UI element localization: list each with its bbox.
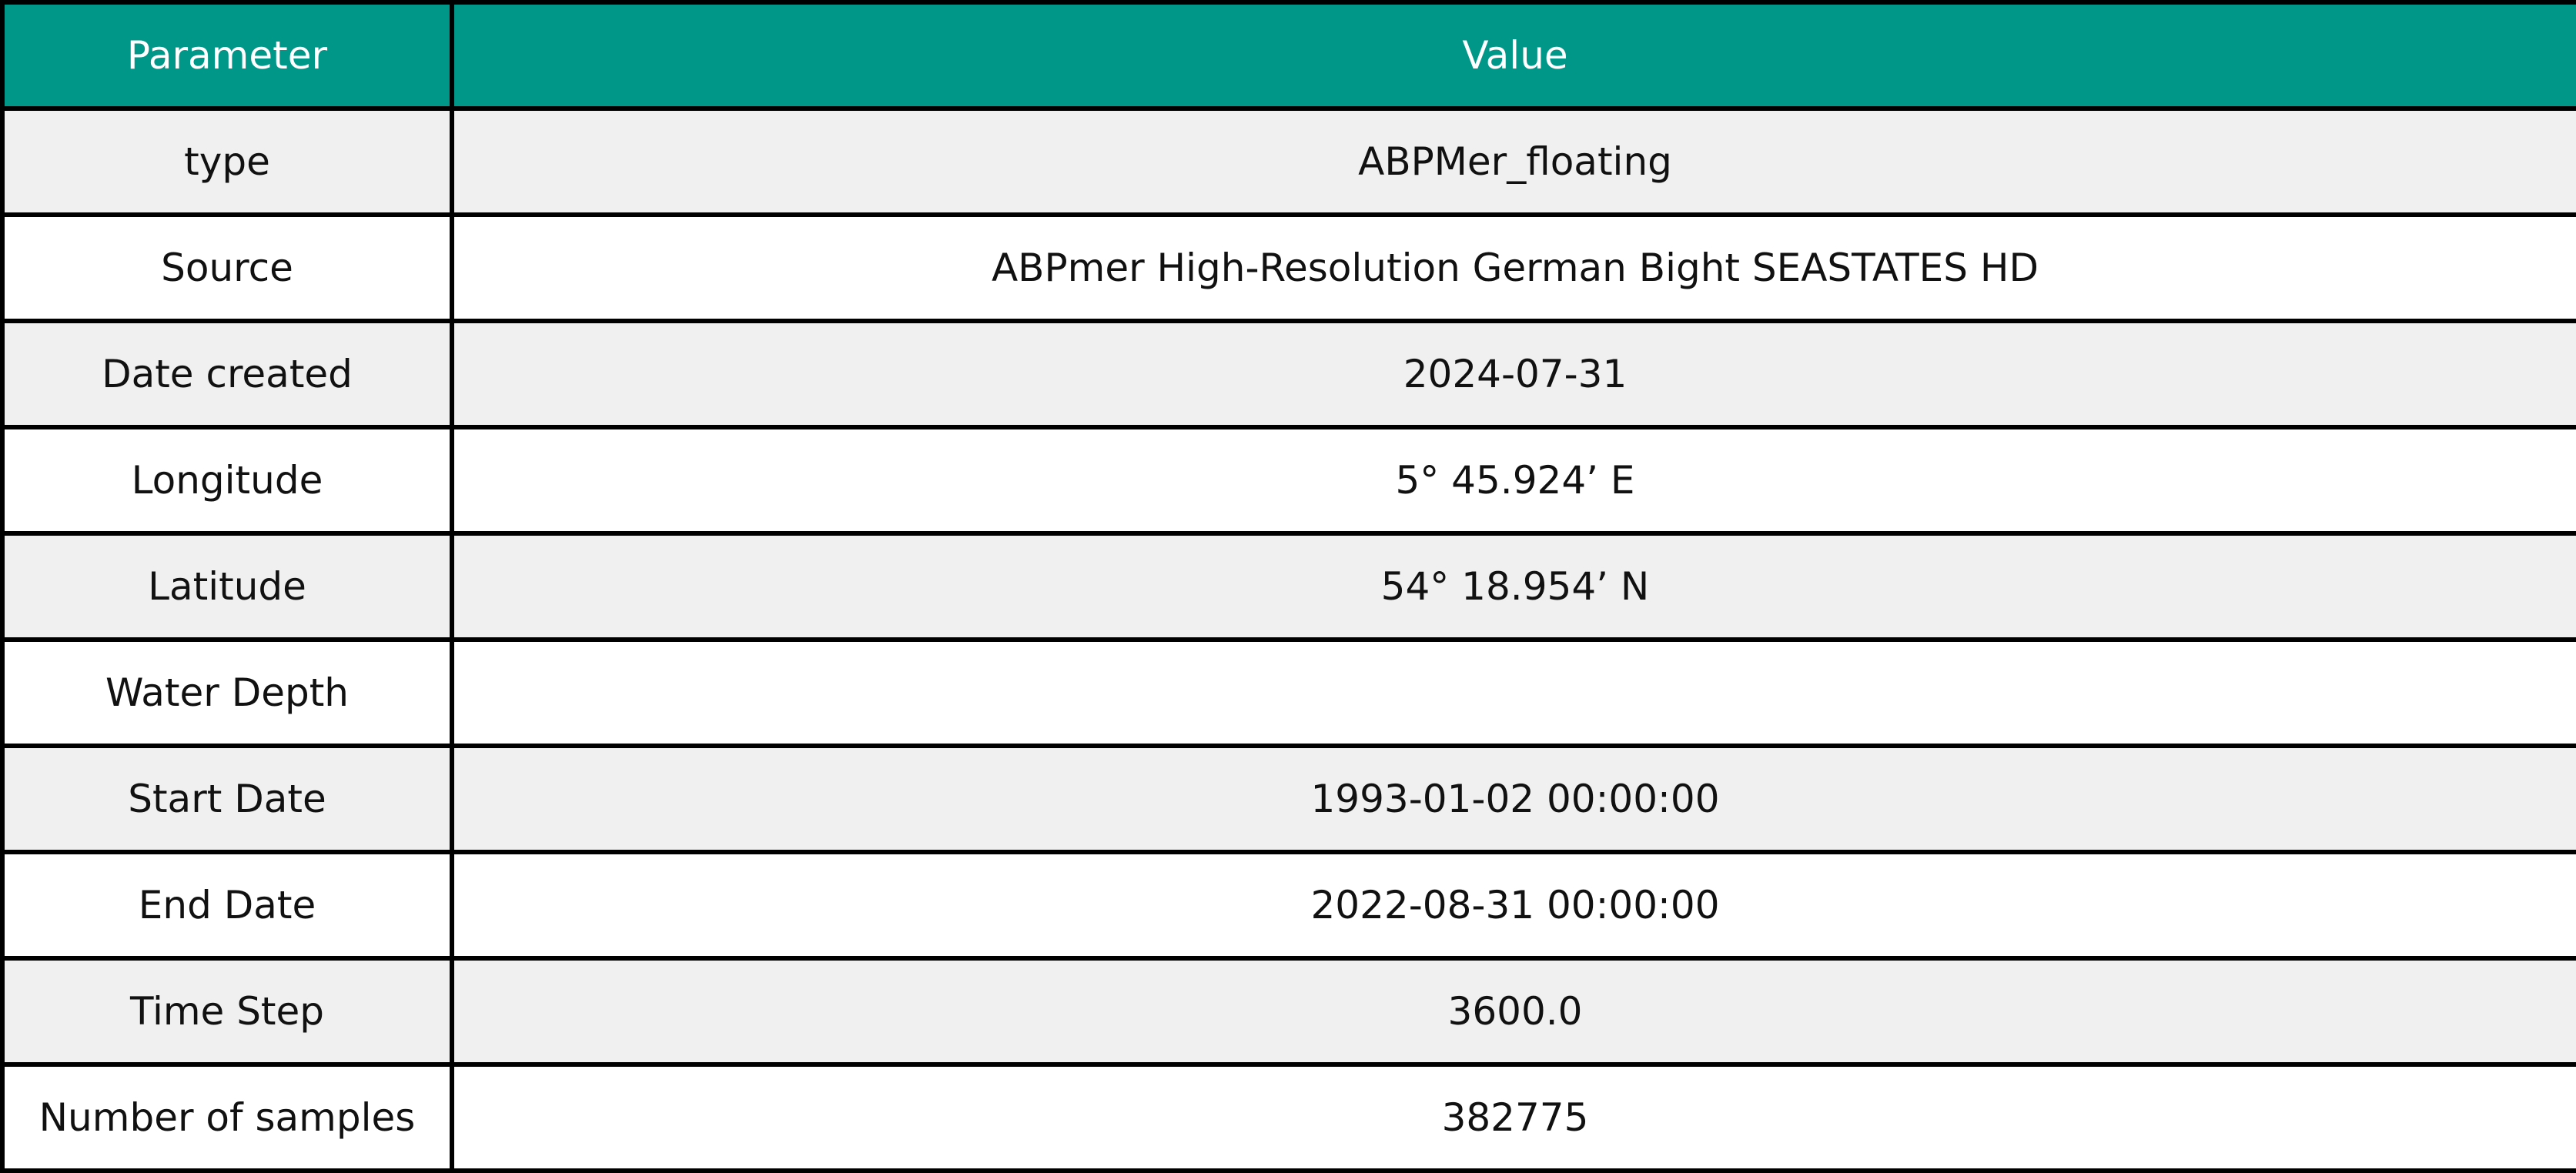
parameter-cell: Source [0, 212, 454, 323]
value-cell: 382775 [450, 1062, 2576, 1173]
table-row: type ABPMer_floating [0, 106, 2576, 217]
parameter-cell: type [0, 106, 454, 217]
value-cell: 2022-08-31 00:00:00 [450, 850, 2576, 961]
parameter-cell: Longitude [0, 425, 454, 536]
table-row: Number of samples 382775 [0, 1062, 2576, 1173]
value-cell: 54° 18.954’ N [450, 531, 2576, 642]
table-row: Start Date 1993-01-02 00:00:00 [0, 744, 2576, 854]
value-cell: ABPmer High-Resolution German Bight SEAS… [450, 212, 2576, 323]
table-row: Latitude 54° 18.954’ N [0, 531, 2576, 642]
parameter-cell: Start Date [0, 744, 454, 854]
table-row: End Date 2022-08-31 00:00:00 [0, 850, 2576, 961]
value-cell [450, 637, 2576, 748]
parameter-cell: Latitude [0, 531, 454, 642]
table-row: Water Depth [0, 637, 2576, 748]
value-cell: 5° 45.924’ E [450, 425, 2576, 536]
table-row: Source ABPmer High-Resolution German Big… [0, 212, 2576, 323]
column-header-parameter: Parameter [0, 0, 454, 111]
parameter-cell: End Date [0, 850, 454, 961]
table-row: Longitude 5° 45.924’ E [0, 425, 2576, 536]
table-row: Date created 2024-07-31 [0, 319, 2576, 429]
parameter-cell: Water Depth [0, 637, 454, 748]
value-cell: ABPMer_floating [450, 106, 2576, 217]
parameter-cell: Number of samples [0, 1062, 454, 1173]
table-header-row: Parameter Value [0, 0, 2576, 111]
table-row: Time Step 3600.0 [0, 956, 2576, 1067]
parameter-cell: Date created [0, 319, 454, 429]
value-cell: 2024-07-31 [450, 319, 2576, 429]
column-header-value: Value [450, 0, 2576, 111]
value-cell: 3600.0 [450, 956, 2576, 1067]
parameter-cell: Time Step [0, 956, 454, 1067]
value-cell: 1993-01-02 00:00:00 [450, 744, 2576, 854]
